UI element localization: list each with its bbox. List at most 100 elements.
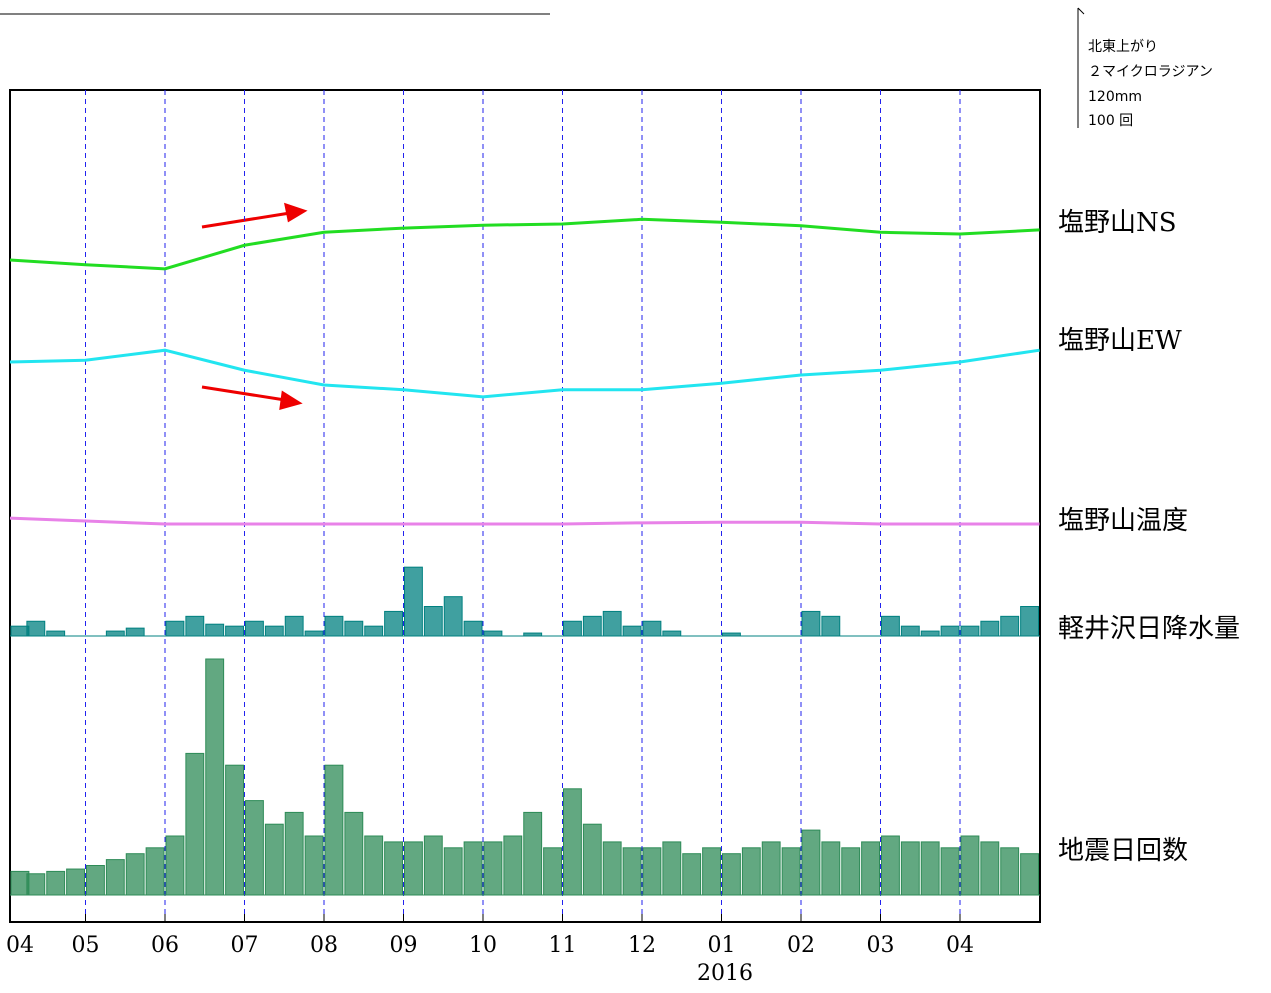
x-tick-label: 03 (867, 933, 895, 958)
x-tick-label: 10 (469, 933, 497, 958)
bar (1000, 847, 1020, 896)
bar (980, 841, 1000, 896)
bar (503, 835, 523, 896)
bar (10, 625, 30, 637)
bar (185, 752, 205, 896)
x-tick-label: 01 (708, 933, 736, 958)
bar (702, 847, 721, 896)
trace-label: 塩野山温度 (1058, 506, 1188, 536)
bar (205, 623, 225, 637)
bar (324, 615, 344, 637)
bar (105, 630, 125, 637)
x-tick-label: 02 (787, 933, 815, 958)
trace-line (9, 516, 1040, 526)
bar (642, 620, 662, 637)
bar (900, 841, 920, 896)
bar (602, 610, 622, 637)
bar (344, 811, 364, 896)
bar (245, 800, 264, 896)
trace-label: 軽井沢日降水量 (1058, 614, 1240, 644)
bar (960, 625, 980, 637)
x-tick-label: 11 (549, 933, 577, 958)
bar (662, 841, 682, 896)
bar (66, 868, 85, 896)
bar (443, 847, 463, 896)
x-tick-label: 09 (390, 933, 418, 958)
trace-label: 塩野山NS (1058, 208, 1177, 238)
bar (26, 620, 46, 637)
bar (165, 620, 185, 637)
x-tick-label: 12 (628, 933, 656, 958)
bar (10, 870, 30, 896)
x-tick-label: 07 (231, 933, 259, 958)
bar (364, 835, 384, 896)
bar (105, 859, 125, 896)
bar (940, 625, 960, 637)
bar (443, 596, 463, 637)
bar (960, 835, 980, 896)
bar (682, 853, 702, 896)
bar (384, 610, 403, 637)
bar (841, 847, 861, 896)
arrow (201, 385, 286, 402)
arrow (201, 211, 291, 229)
bar (404, 841, 423, 896)
bar (46, 630, 66, 637)
trace-line (9, 348, 1040, 399)
bar (821, 841, 841, 896)
bar (463, 620, 483, 637)
bar (563, 620, 582, 637)
x-tick-label: 04 (946, 933, 974, 958)
bar (781, 847, 801, 896)
bar (304, 835, 324, 896)
bar (1000, 615, 1020, 637)
bar (543, 847, 562, 896)
scale-label: 100 回 (1088, 113, 1133, 129)
scale-label: 120mm (1088, 89, 1142, 105)
arrow-head (279, 390, 303, 411)
scale-bar-tip (1077, 7, 1085, 15)
bar (324, 764, 344, 896)
bar (284, 811, 304, 896)
bar (245, 620, 264, 637)
bar (920, 630, 940, 637)
bar (582, 823, 602, 896)
bar (622, 847, 642, 896)
bar (483, 630, 503, 637)
bar (364, 625, 384, 637)
trace-label: 塩野山EW (1058, 326, 1182, 356)
bar (602, 841, 622, 896)
bar (1020, 853, 1039, 896)
bar (741, 847, 761, 896)
bar (344, 620, 364, 637)
trace-label: 地震日回数 (1058, 836, 1188, 866)
x-tick-label: 08 (310, 933, 338, 958)
bar (125, 627, 145, 637)
bar (920, 841, 940, 896)
bar (801, 610, 821, 637)
bar (940, 847, 960, 896)
bar (662, 630, 682, 637)
bar (225, 764, 244, 896)
arrow-head (284, 202, 308, 223)
bar (463, 841, 483, 896)
bar (404, 566, 423, 637)
scale-label: 北東上がり (1088, 39, 1158, 55)
arrows (201, 202, 308, 411)
bar (205, 658, 225, 896)
bar (483, 841, 503, 896)
bar (801, 829, 821, 896)
bar (582, 615, 602, 637)
bar (423, 606, 443, 637)
bar (622, 625, 642, 637)
bar (145, 847, 165, 896)
bar (900, 625, 920, 637)
bar (821, 615, 841, 637)
bar (423, 835, 443, 896)
bar (861, 841, 880, 896)
bar (881, 615, 900, 637)
bar (761, 841, 781, 896)
bar (26, 873, 46, 896)
bar (304, 630, 324, 637)
